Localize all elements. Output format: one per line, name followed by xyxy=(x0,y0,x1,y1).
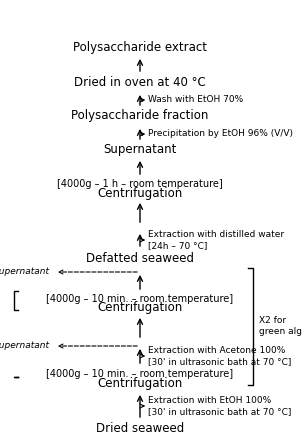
Text: supernatant: supernatant xyxy=(0,342,50,351)
Text: Centrifugation: Centrifugation xyxy=(97,301,183,315)
Text: [4000g – 1 h – room temperature]: [4000g – 1 h – room temperature] xyxy=(57,179,223,189)
Text: supernatant: supernatant xyxy=(0,267,50,277)
Text: Centrifugation: Centrifugation xyxy=(97,377,183,389)
Text: Supernatant: Supernatant xyxy=(103,144,177,156)
Text: Polysaccharide extract: Polysaccharide extract xyxy=(73,42,207,54)
Text: Defatted seaweed: Defatted seaweed xyxy=(86,251,194,264)
Text: X2 for
green algae: X2 for green algae xyxy=(259,316,302,336)
Text: Centrifugation: Centrifugation xyxy=(97,187,183,199)
Text: Wash with EtOH 70%: Wash with EtOH 70% xyxy=(148,95,243,104)
Text: Polysaccharide fraction: Polysaccharide fraction xyxy=(71,110,209,122)
Text: Extraction with Acetone 100%
[30' in ultrasonic bath at 70 °C]: Extraction with Acetone 100% [30' in ult… xyxy=(148,346,291,366)
Text: Extraction with distilled water
[24h – 70 °C]: Extraction with distilled water [24h – 7… xyxy=(148,230,284,250)
Text: [4000g – 10 min. – room temperature]: [4000g – 10 min. – room temperature] xyxy=(47,369,233,379)
Text: Extraction with EtOH 100%
[30' in ultrasonic bath at 70 °C]: Extraction with EtOH 100% [30' in ultras… xyxy=(148,396,291,415)
Text: Precipitation by EtOH 96% (V/V): Precipitation by EtOH 96% (V/V) xyxy=(148,130,293,138)
Text: [4000g – 10 min. – room temperature]: [4000g – 10 min. – room temperature] xyxy=(47,294,233,304)
Text: Dried in oven at 40 °C: Dried in oven at 40 °C xyxy=(74,76,206,89)
Text: Dried seaweed: Dried seaweed xyxy=(96,422,184,434)
